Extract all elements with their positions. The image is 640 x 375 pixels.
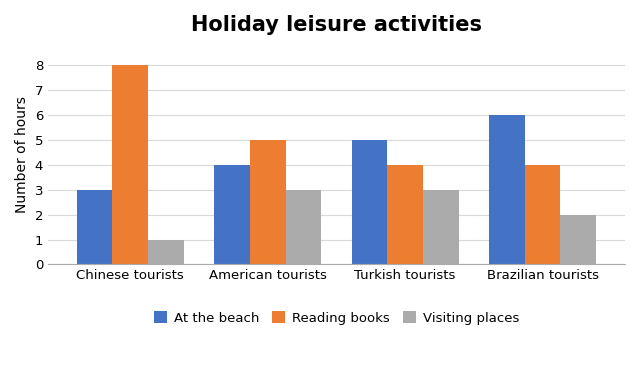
Bar — [148, 240, 184, 264]
Legend: At the beach, Reading books, Visiting places: At the beach, Reading books, Visiting pl… — [148, 306, 524, 330]
Bar — [285, 190, 321, 264]
Bar — [387, 165, 423, 264]
Bar — [214, 165, 250, 264]
Y-axis label: Number of hours: Number of hours — [15, 96, 29, 213]
Bar — [250, 140, 285, 264]
Bar — [423, 190, 459, 264]
Bar — [77, 190, 113, 264]
Bar — [489, 115, 525, 264]
Title: Holiday leisure activities: Holiday leisure activities — [191, 15, 482, 35]
Bar — [113, 65, 148, 264]
Bar — [561, 214, 596, 264]
Bar — [525, 165, 561, 264]
Bar — [351, 140, 387, 264]
